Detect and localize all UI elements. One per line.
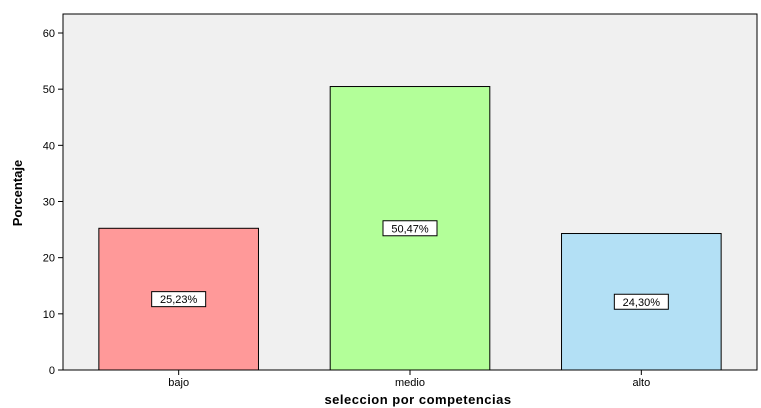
data-label: 25,23% — [160, 294, 198, 306]
y-tick-label: 10 — [43, 309, 55, 321]
data-label-box — [151, 291, 207, 308]
data-label: 24,30% — [623, 297, 661, 309]
y-tick-label: 30 — [43, 197, 55, 209]
data-label-box — [382, 220, 438, 237]
y-tick-label: 0 — [49, 365, 55, 377]
x-axis: bajo medio alto — [168, 370, 650, 389]
data-label-box — [613, 293, 669, 310]
data-labels: 25,23% 50,47% 24,30% — [151, 220, 669, 310]
data-label: 50,47% — [391, 223, 429, 235]
y-axis: 0 10 20 30 40 50 60 — [43, 28, 63, 377]
y-tick-label: 20 — [43, 253, 55, 265]
y-tick-label: 50 — [43, 84, 55, 96]
y-tick-label: 60 — [43, 28, 55, 40]
x-tick-label: bajo — [168, 377, 189, 389]
y-axis-title: Porcentaje — [10, 160, 25, 226]
x-axis-title: seleccion por competencias — [324, 392, 511, 407]
x-tick-label: alto — [632, 377, 650, 389]
y-tick-label: 40 — [43, 140, 55, 152]
x-tick-label: medio — [395, 377, 425, 389]
